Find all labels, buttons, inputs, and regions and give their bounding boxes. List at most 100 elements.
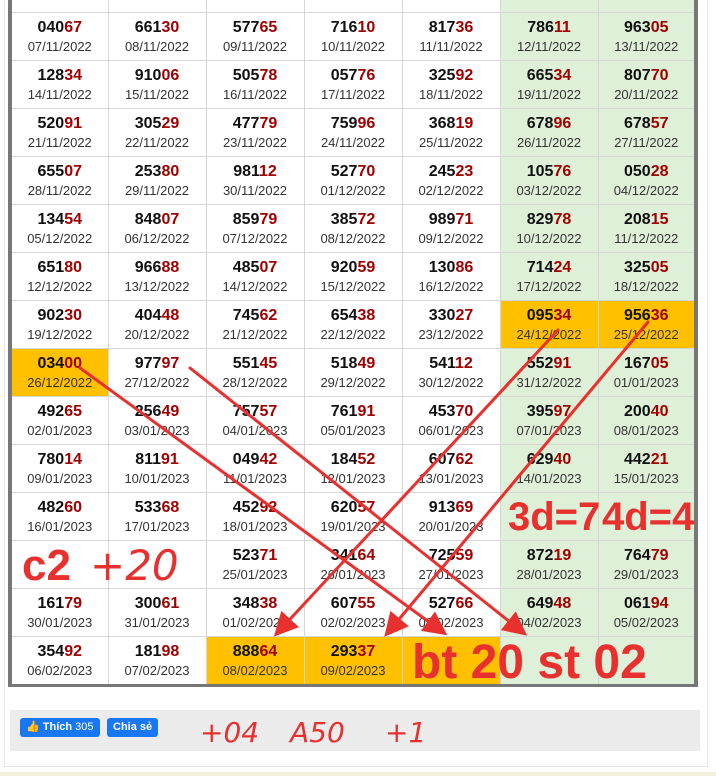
result-cell: 32505 18/12/2022	[597, 252, 697, 301]
result-number: 78014	[12, 450, 108, 470]
result-number: 30061	[109, 594, 206, 614]
number-last-two-digits: 59	[455, 546, 474, 564]
share-button[interactable]: Chia sẻ	[107, 718, 159, 737]
result-date: 07/12/2022	[222, 230, 288, 246]
number-last-two-digits: 19	[553, 546, 572, 564]
result-date: 06/12/2022	[124, 230, 190, 246]
result-number: 10576	[501, 162, 598, 182]
page-frame	[4, 0, 708, 767]
number-prefix: 607	[428, 450, 456, 468]
result-number: 34838	[207, 594, 304, 614]
result-date: 16/01/2023	[27, 518, 93, 534]
number-last-two-digits: 86	[455, 258, 474, 276]
result-cell: 62057 19/01/2023	[303, 492, 403, 541]
result-cell: 71610 10/11/2022	[303, 12, 403, 61]
number-prefix: 518	[330, 354, 358, 372]
result-cell: 45292 18/01/2023	[205, 492, 305, 541]
result-number: 60755	[305, 594, 402, 614]
result-cell: 30061 31/01/2023	[107, 588, 207, 637]
result-number: 88864	[207, 642, 304, 662]
result-date: 02/12/2022	[418, 182, 484, 198]
result-number: 12834	[12, 66, 108, 86]
result-date: 05/01/2023	[320, 422, 386, 438]
result-date: 21/12/2022	[222, 326, 288, 342]
number-prefix: 780	[37, 450, 65, 468]
number-last-two-digits: 10	[357, 18, 376, 36]
result-cell: 16705 01/01/2023	[597, 348, 697, 397]
result-date: 14/01/2023	[516, 470, 582, 486]
number-last-two-digits: 57	[357, 498, 376, 516]
table-row: 35492 06/02/2023 18198 07/02/2023 88864 08/02…	[9, 636, 697, 686]
number-prefix: 482	[37, 498, 65, 516]
number-prefix: 759	[330, 114, 358, 132]
lottery-results-table: 31/10/202201/11/202202/11/202203/11/2022…	[8, 0, 698, 687]
result-number: 39597	[501, 402, 598, 422]
result-cell: 51849 29/12/2022	[303, 348, 403, 397]
number-prefix: 057	[330, 66, 358, 84]
number-last-two-digits: 48	[161, 306, 180, 324]
result-date: 29/01/2023	[613, 566, 679, 582]
result-date: 11/01/2023	[222, 470, 288, 486]
number-last-two-digits: 91	[357, 402, 376, 420]
result-cell: 96305 13/11/2022	[597, 12, 697, 61]
number-last-two-digits: 97	[553, 402, 572, 420]
result-cell: 95636 25/12/2022	[597, 300, 697, 349]
result-number: 91369	[403, 498, 500, 518]
result-number: 62940	[501, 450, 598, 470]
result-date: 29/11/2022	[124, 182, 190, 198]
result-number: 75757	[207, 402, 304, 422]
number-last-two-digits: 60	[64, 498, 82, 516]
result-cell: 81736 11/11/2022	[401, 12, 501, 61]
number-prefix: 040	[37, 18, 65, 36]
number-last-two-digits: 23	[455, 162, 474, 180]
number-prefix: 050	[624, 162, 651, 180]
number-prefix: 520	[37, 114, 65, 132]
thumbs-up-icon: 👍	[26, 721, 40, 733]
result-cell: 75757 04/01/2023	[205, 396, 305, 445]
result-date: 12/12/2022	[27, 278, 93, 294]
number-last-two-digits: 79	[650, 546, 669, 564]
number-last-two-digits: 59	[357, 258, 376, 276]
number-last-two-digits: 80	[64, 258, 82, 276]
number-last-two-digits: 79	[64, 594, 82, 612]
result-date: 05/02/2023	[613, 614, 679, 630]
result-date: 04/01/2023	[222, 422, 288, 438]
result-cell: 48507 14/12/2022	[205, 252, 305, 301]
number-last-two-digits: 40	[553, 450, 572, 468]
result-number: 13086	[403, 258, 500, 278]
number-prefix: 678	[526, 114, 554, 132]
result-number: 91006	[109, 66, 206, 86]
number-prefix: 293	[330, 642, 358, 660]
result-date: 20/12/2022	[124, 326, 190, 342]
number-last-two-digits: 78	[553, 210, 572, 228]
result-number: 87219	[501, 546, 598, 566]
result-cell: 03400 26/12/2022	[9, 348, 109, 397]
number-last-two-digits: 62	[455, 450, 474, 468]
result-cell: 76479 29/01/2023	[597, 540, 697, 589]
result-number: 45370	[403, 402, 500, 422]
result-date: 31/01/2023	[124, 614, 190, 630]
result-cell: 52770 01/12/2022	[303, 156, 403, 205]
result-cell: 60755 02/02/2023	[303, 588, 403, 637]
number-last-two-digits: 55	[357, 594, 376, 612]
like-button[interactable]: 👍 Thích 305	[20, 718, 100, 737]
number-last-two-digits: 54	[64, 210, 82, 228]
number-last-two-digits: 38	[357, 306, 376, 324]
number-prefix: 095	[526, 306, 554, 324]
result-number: 71424	[501, 258, 598, 278]
number-last-two-digits: 12	[455, 354, 473, 372]
result-number: 32505	[599, 258, 695, 278]
number-prefix: 552	[526, 354, 554, 372]
like-label: Thích	[42, 721, 73, 733]
result-date: 13/12/2022	[124, 278, 190, 294]
number-prefix: 541	[429, 354, 455, 372]
number-prefix: 442	[624, 450, 651, 468]
result-number: 03400	[12, 354, 108, 374]
result-date: 09/11/2022	[222, 38, 288, 54]
result-number: 05776	[305, 66, 402, 86]
result-date: 08/12/2022	[320, 230, 386, 246]
result-number: 52766	[403, 594, 500, 614]
number-prefix: 872	[526, 546, 554, 564]
number-prefix: 200	[624, 402, 651, 420]
number-prefix: 811	[135, 450, 161, 468]
